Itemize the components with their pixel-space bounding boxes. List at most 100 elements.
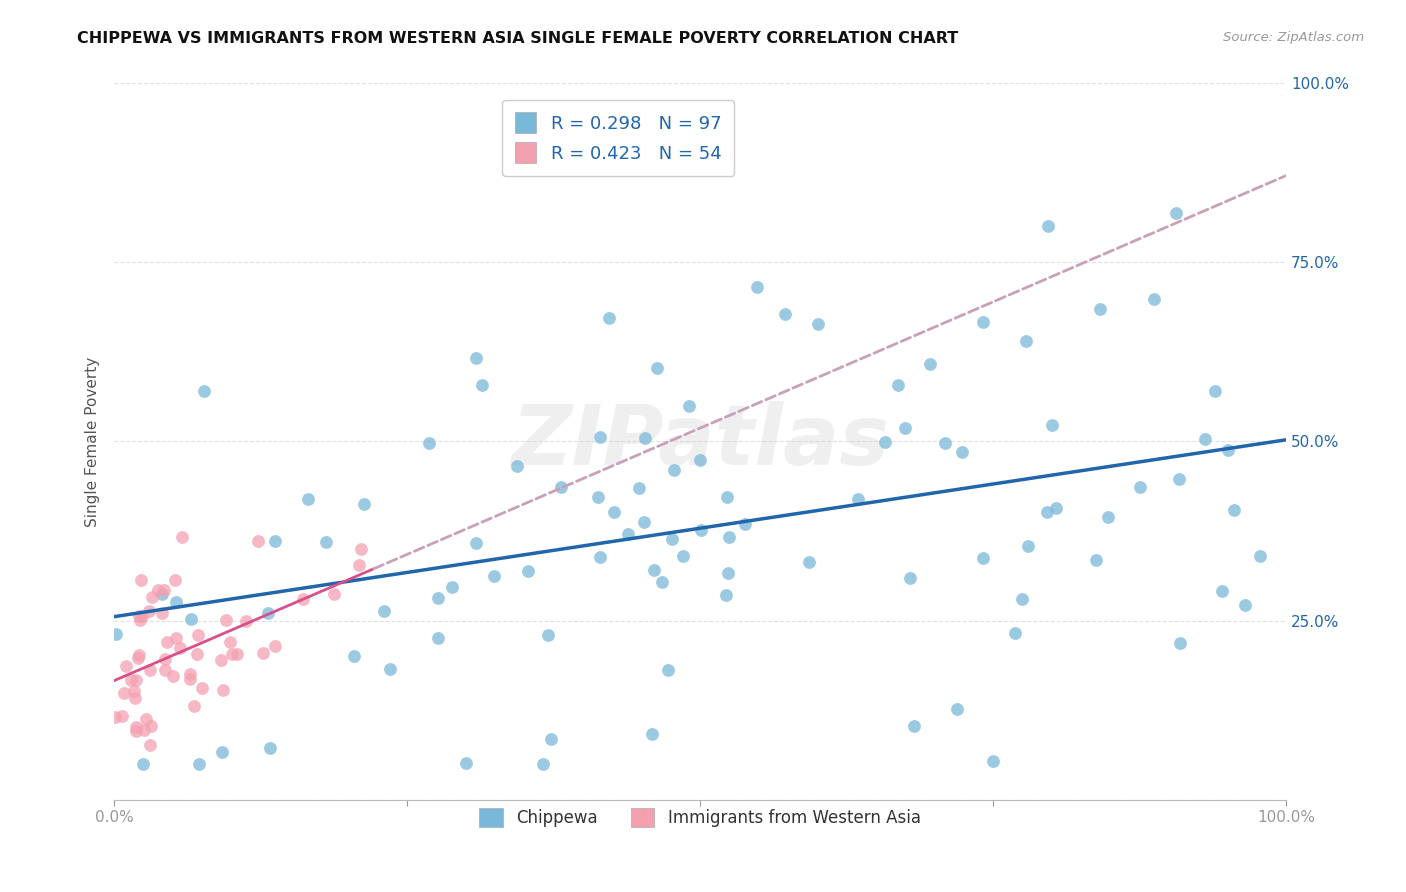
Point: [125, 673, 148, 687]
Point: [972, 315, 994, 329]
Point: [104, 709, 127, 723]
Point: [259, 741, 281, 756]
Point: [1166, 206, 1188, 220]
Point: [1249, 549, 1271, 563]
Point: [183, 699, 205, 714]
Point: [645, 360, 668, 375]
Point: [120, 673, 142, 687]
Point: [152, 582, 174, 597]
Point: [315, 535, 337, 549]
Text: ZIPatlas: ZIPatlas: [512, 401, 889, 482]
Point: [1017, 539, 1039, 553]
Point: [983, 754, 1005, 768]
Point: [846, 492, 869, 507]
Point: [111, 708, 134, 723]
Point: [235, 615, 257, 629]
Point: [807, 317, 830, 331]
Point: [946, 702, 969, 716]
Point: [141, 590, 163, 604]
Point: [516, 564, 538, 578]
Point: [169, 640, 191, 655]
Point: [297, 492, 319, 507]
Point: [898, 571, 921, 585]
Point: [1216, 443, 1239, 458]
Point: [148, 582, 170, 597]
Point: [1085, 553, 1108, 567]
Point: [209, 653, 232, 667]
Point: [678, 399, 700, 413]
Point: [247, 533, 270, 548]
Point: [139, 738, 162, 752]
Point: [1233, 598, 1256, 612]
Point: [1011, 592, 1033, 607]
Point: [465, 351, 488, 366]
Point: [252, 646, 274, 660]
Point: [440, 580, 463, 594]
Point: [465, 536, 488, 550]
Point: [418, 436, 440, 450]
Point: [456, 756, 478, 771]
Point: [657, 664, 679, 678]
Point: [221, 647, 243, 661]
Point: [128, 608, 150, 623]
Point: [641, 727, 664, 741]
Point: [211, 682, 233, 697]
Point: [537, 628, 560, 642]
Point: [1036, 505, 1059, 519]
Point: [138, 604, 160, 618]
Point: [291, 591, 314, 606]
Point: [343, 649, 366, 664]
Point: [127, 651, 149, 665]
Text: CHIPPEWA VS IMMIGRANTS FROM WESTERN ASIA SINGLE FEMALE POVERTY CORRELATION CHART: CHIPPEWA VS IMMIGRANTS FROM WESTERN ASIA…: [77, 31, 959, 46]
Point: [1211, 583, 1233, 598]
Point: [734, 517, 756, 532]
Point: [150, 606, 173, 620]
Point: [162, 669, 184, 683]
Point: [186, 647, 208, 661]
Point: [156, 634, 179, 648]
Point: [125, 720, 148, 734]
Point: [589, 549, 612, 564]
Point: [193, 384, 215, 398]
Point: [1168, 635, 1191, 649]
Point: [124, 683, 146, 698]
Point: [1004, 625, 1026, 640]
Point: [773, 308, 796, 322]
Point: [717, 530, 740, 544]
Point: [150, 587, 173, 601]
Point: [132, 756, 155, 771]
Point: [135, 712, 157, 726]
Point: [950, 444, 973, 458]
Point: [155, 664, 177, 678]
Point: [972, 550, 994, 565]
Point: [1090, 301, 1112, 316]
Point: [1194, 432, 1216, 446]
Point: [873, 435, 896, 450]
Point: [112, 686, 135, 700]
Point: [689, 453, 711, 467]
Point: [716, 588, 738, 602]
Point: [350, 541, 373, 556]
Point: [1097, 509, 1119, 524]
Point: [586, 490, 609, 504]
Point: [128, 648, 150, 663]
Y-axis label: Single Female Poverty: Single Female Poverty: [86, 357, 100, 526]
Point: [934, 435, 956, 450]
Legend: Chippewa, Immigrants from Western Asia: Chippewa, Immigrants from Western Asia: [472, 802, 928, 834]
Point: [187, 627, 209, 641]
Point: [603, 505, 626, 519]
Point: [662, 463, 685, 477]
Point: [256, 606, 278, 620]
Point: [672, 549, 695, 564]
Point: [1129, 480, 1152, 494]
Point: [1168, 472, 1191, 486]
Point: [153, 652, 176, 666]
Point: [471, 378, 494, 392]
Point: [353, 497, 375, 511]
Point: [263, 533, 285, 548]
Point: [180, 612, 202, 626]
Point: [531, 756, 554, 771]
Point: [170, 530, 193, 544]
Point: [550, 480, 572, 494]
Point: [219, 635, 242, 649]
